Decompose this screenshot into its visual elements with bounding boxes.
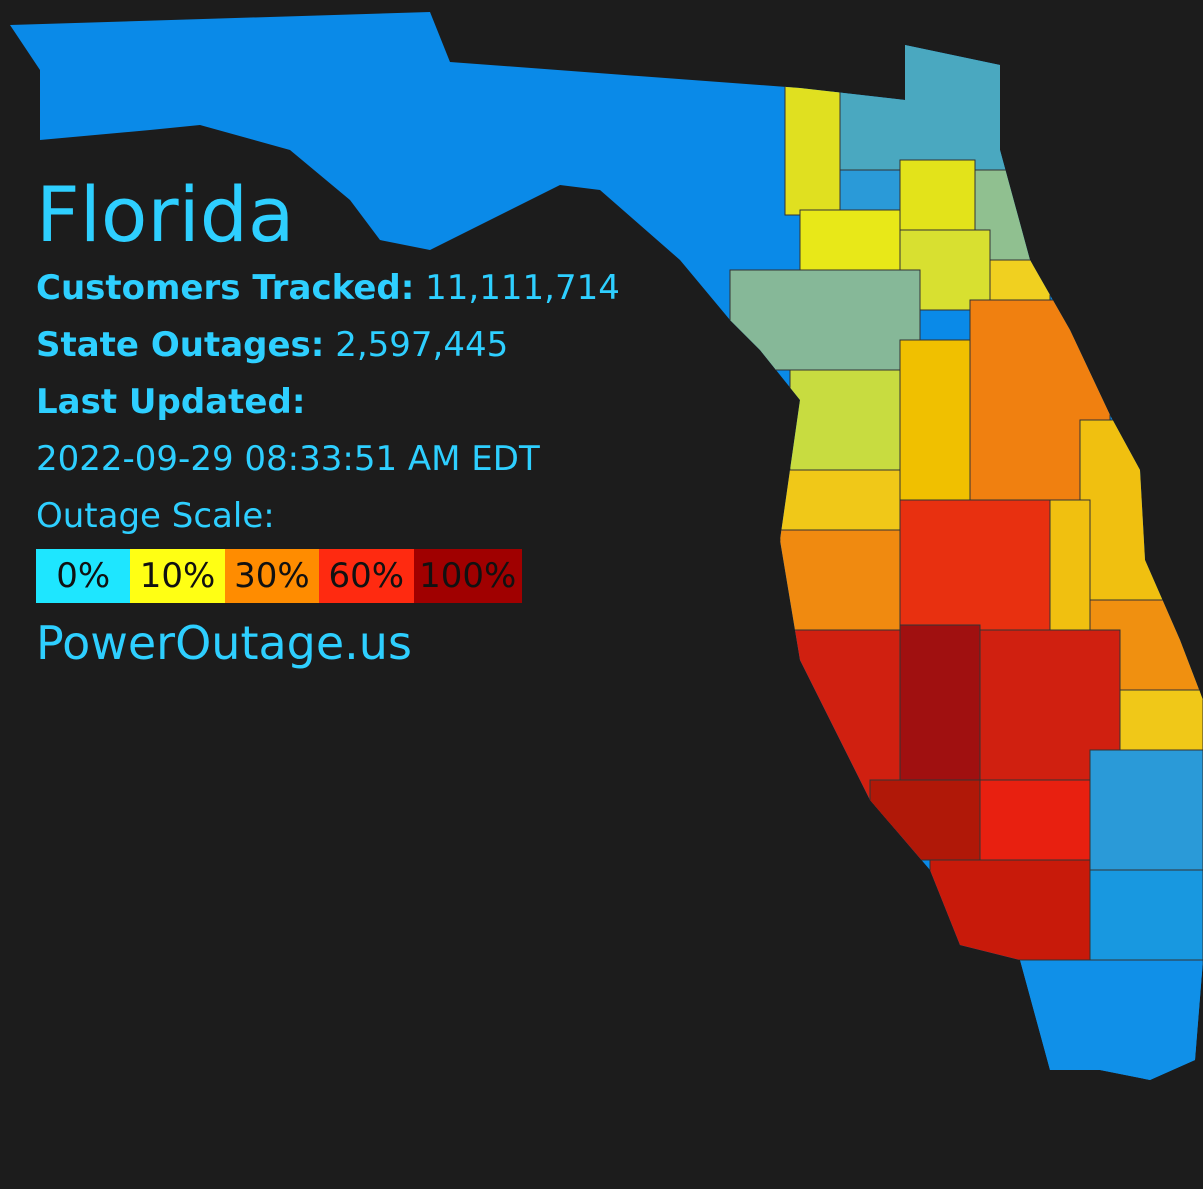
scale-swatch: 100% [413, 549, 523, 603]
scale-swatch: 10% [130, 549, 225, 603]
scale-label: Outage Scale: [36, 496, 275, 536]
site-name: PowerOutage.us [36, 616, 412, 670]
scale-swatch: 30% [224, 549, 320, 603]
scale-swatch: 60% [319, 549, 414, 603]
stat-value: 2,597,445 [335, 325, 509, 365]
stat-row: State Outages: 2,597,445 [36, 317, 620, 374]
updated-value: 2022-09-29 08:33:51 AM EDT [36, 439, 540, 479]
scale-legend: 0% 10% 30% 60% 100% [36, 549, 523, 603]
updated-label: Last Updated: [36, 382, 306, 422]
state-title: Florida [36, 170, 295, 259]
stat-label: State Outages: [36, 325, 325, 365]
stat-row: Customers Tracked: 11,111,714 [36, 260, 620, 317]
info-panel: Florida Customers Tracked: 11,111,714 St… [36, 170, 620, 683]
stat-label: Customers Tracked: [36, 268, 415, 308]
scale-swatch: 0% [36, 549, 131, 603]
stat-value: 11,111,714 [425, 268, 620, 308]
